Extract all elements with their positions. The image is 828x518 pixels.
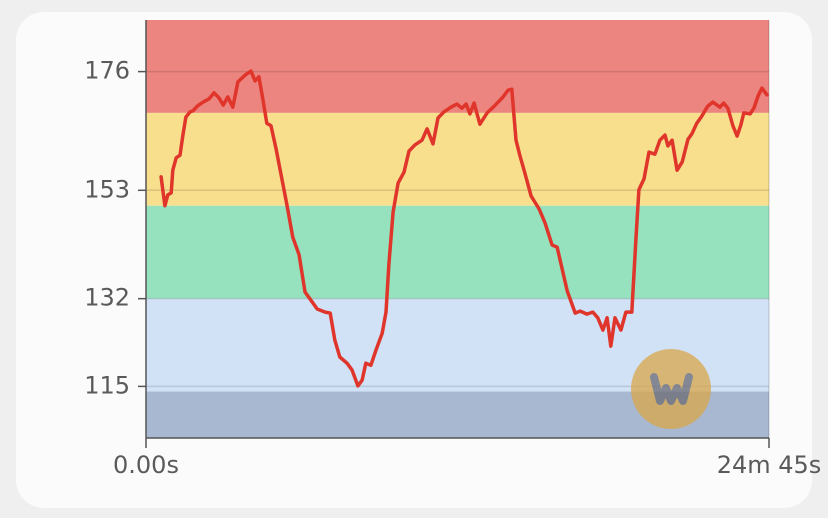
y-tick-label: 153 [84,175,130,203]
y-tick-label: 115 [84,371,130,399]
watermark [631,349,711,429]
x-tick-label: 0.00s [113,451,179,479]
zone [146,205,769,299]
zone [146,20,769,113]
plot [159,69,769,388]
y-tick-label: 176 [84,57,130,85]
series-line [159,69,769,388]
zone [146,112,769,206]
watermark-logo [650,373,693,405]
y-tick-label: 132 [84,284,130,312]
watermark-circle [631,349,711,429]
x-tick-label: 24m 45s [717,451,822,479]
axes: 115 132 153 176 0.00s 24m 45s [84,20,821,479]
